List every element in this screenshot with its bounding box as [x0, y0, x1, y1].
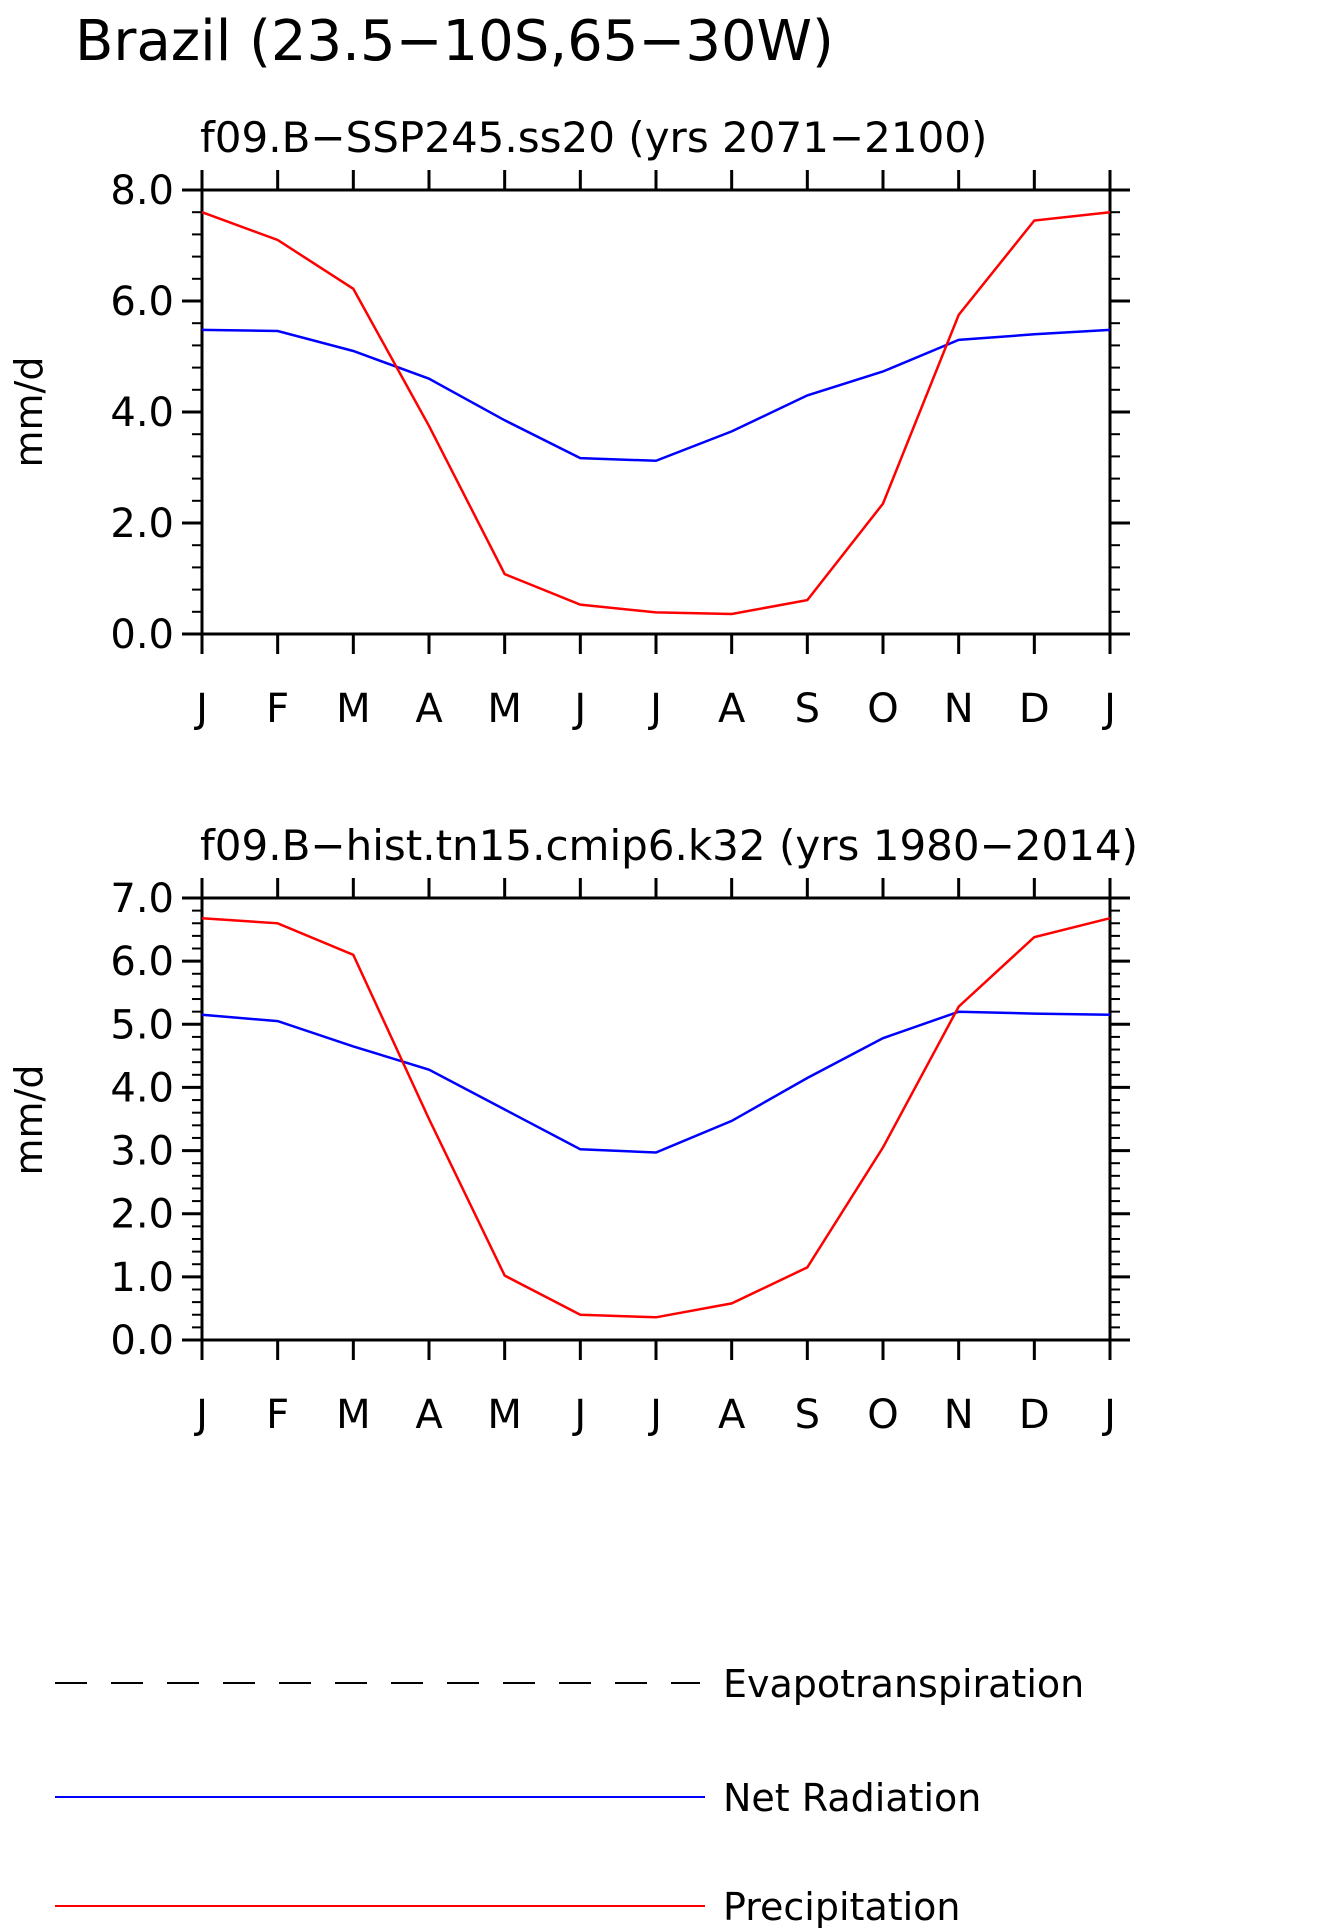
- x-tick-label: J: [1101, 1392, 1116, 1438]
- x-tick-label: M: [336, 686, 371, 732]
- x-tick-label: N: [944, 1392, 974, 1438]
- series-line-net-radiation: [201, 1010, 1111, 1154]
- plot-area: J F M A M J J A S O N D J0.01.02.03.04.05.06.07.0: [110, 876, 1130, 1438]
- series-line-precipitation: [201, 916, 1111, 1319]
- y-tick-label: 2.0: [110, 501, 174, 547]
- series-line-precipitation: [201, 210, 1111, 616]
- series-line-net-radiation: [201, 328, 1111, 463]
- y-tick-label: 6.0: [110, 939, 174, 985]
- panel-future: f09.B−SSP245.ss20 (yrs 2071−2100) mm/d J…: [7, 113, 1130, 732]
- legend-label-net-radiation: Net Radiation: [723, 1776, 981, 1820]
- x-tick-label: J: [193, 686, 208, 732]
- x-tick-label: D: [1019, 686, 1050, 732]
- y-tick-label: 1.0: [110, 1255, 174, 1301]
- x-tick-label: O: [867, 686, 898, 732]
- plot-border: [200, 188, 1112, 636]
- x-tick-label: A: [415, 1392, 443, 1438]
- panel-historical: f09.B−hist.tn15.cmip6.k32 (yrs 1980−2014…: [7, 821, 1138, 1438]
- x-tick-label: O: [867, 1392, 898, 1438]
- x-tick-label: J: [647, 1392, 662, 1438]
- y-axis-label: mm/d: [7, 1065, 51, 1176]
- y-tick-label: 4.0: [110, 390, 174, 436]
- x-tick-label: J: [193, 1392, 208, 1438]
- y-tick-label: 4.0: [110, 1065, 174, 1111]
- panel-title: f09.B−hist.tn15.cmip6.k32 (yrs 1980−2014…: [200, 821, 1138, 870]
- plot-border: [200, 896, 1112, 1342]
- x-tick-label: J: [571, 1392, 586, 1438]
- x-tick-label: A: [415, 686, 443, 732]
- figure-title: Brazil (23.5−10S,65−30W): [75, 9, 834, 74]
- x-tick-label: F: [266, 1392, 289, 1438]
- x-tick-label: F: [266, 686, 289, 732]
- y-tick-label: 6.0: [110, 279, 174, 325]
- y-tick-label: 8.0: [110, 168, 174, 214]
- panel-title: f09.B−SSP245.ss20 (yrs 2071−2100): [200, 113, 987, 162]
- y-tick-label: 3.0: [110, 1129, 174, 1175]
- x-tick-label: S: [795, 686, 820, 732]
- x-tick-label: D: [1019, 1392, 1050, 1438]
- x-tick-label: S: [795, 1392, 820, 1438]
- x-tick-label: J: [647, 686, 662, 732]
- legend: Evapotranspiration Net Radiation Precipi…: [55, 1662, 1084, 1929]
- y-axis-label: mm/d: [7, 357, 51, 468]
- x-tick-label: M: [487, 686, 522, 732]
- x-tick-label: N: [944, 686, 974, 732]
- plot-area: J F M A M J J A S O N D J0.02.04.06.08.0: [110, 168, 1130, 732]
- y-tick-label: 7.0: [110, 876, 174, 922]
- y-tick-label: 0.0: [110, 612, 174, 658]
- y-tick-label: 2.0: [110, 1192, 174, 1238]
- y-tick-label: 0.0: [110, 1318, 174, 1364]
- legend-label-evapotranspiration: Evapotranspiration: [723, 1662, 1084, 1706]
- x-tick-label: M: [487, 1392, 522, 1438]
- y-tick-label: 5.0: [110, 1002, 174, 1048]
- x-tick-label: J: [571, 686, 586, 732]
- x-tick-label: M: [336, 1392, 371, 1438]
- legend-label-precipitation: Precipitation: [723, 1885, 961, 1929]
- x-tick-label: A: [718, 686, 746, 732]
- x-tick-label: J: [1101, 686, 1116, 732]
- x-tick-label: A: [718, 1392, 746, 1438]
